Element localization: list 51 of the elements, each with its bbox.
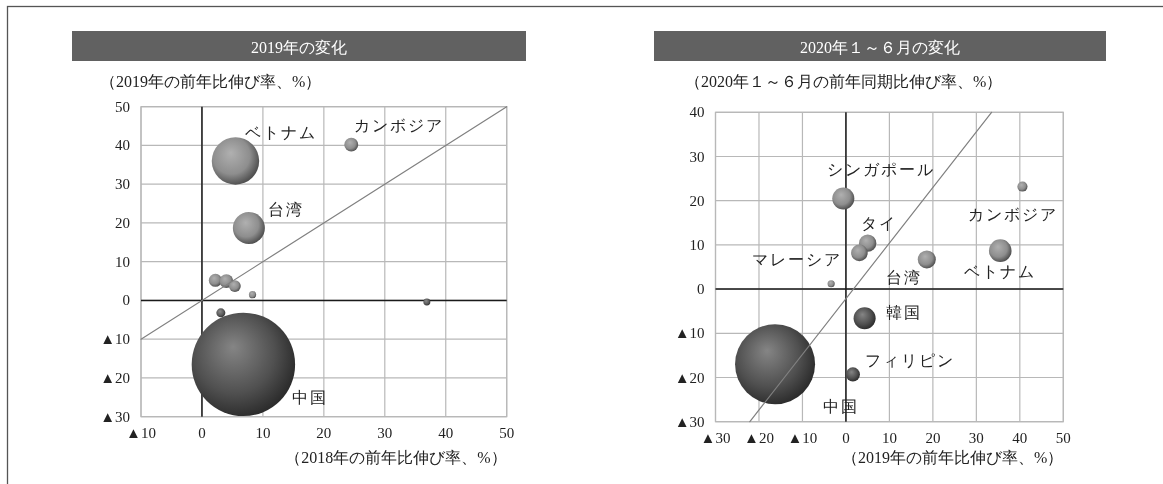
y-tick-label: 20: [689, 192, 705, 209]
annotation: 台湾: [885, 268, 922, 286]
annotation: フィリピン: [864, 351, 955, 369]
y-tick-label: ▲10: [674, 325, 705, 342]
y-tick-label: ▲20: [674, 369, 705, 386]
y-tick-label: 40: [689, 104, 705, 121]
x-tick-label: 10: [255, 424, 271, 441]
y-tick-label: ▲30: [674, 413, 705, 430]
annotation: シンガポール: [827, 160, 936, 178]
annotation: マレーシア: [752, 251, 843, 269]
x-tick-label: 40: [1012, 429, 1028, 446]
y-tick-label: 50: [115, 98, 130, 115]
y-axis-title: （2019年の前年比伸び率、%）: [100, 72, 322, 90]
y-tick-label: 30: [115, 176, 130, 193]
x-axis-title: （2019年の前年比伸び率、%）: [841, 448, 1064, 466]
annotation: 中国: [292, 388, 328, 406]
chart-title: 2019年の変化: [251, 38, 347, 56]
y-tick-label: 40: [115, 137, 130, 154]
y-tick-label: 30: [689, 148, 705, 165]
x-tick-label: 50: [499, 424, 515, 441]
y-tick-label: 10: [689, 236, 705, 253]
annotation: ベトナム: [964, 263, 1037, 281]
annotation: カンボジア: [354, 117, 445, 135]
x-tick-label: ▲10: [126, 424, 156, 441]
y-tick-label: ▲10: [100, 331, 130, 348]
x-tick-label: 30: [968, 429, 984, 446]
x-tick-label: 20: [316, 424, 332, 441]
annotation: カンボジア: [968, 206, 1059, 224]
x-tick-label: 50: [1055, 429, 1071, 446]
x-tick-label: 0: [842, 429, 850, 446]
x-tick-label: 40: [438, 424, 454, 441]
x-tick-label: 30: [377, 424, 393, 441]
y-axis-title: （2020年１～６月の前年同期比伸び率、%）: [685, 72, 1003, 90]
x-tick-label: 0: [198, 424, 206, 441]
x-tick-label: 20: [925, 429, 941, 446]
annotation: 韓国: [885, 303, 922, 321]
annotation: タイ: [860, 214, 897, 232]
x-axis-title: （2018年の前年比伸び率、%）: [285, 448, 507, 466]
y-tick-label: 20: [115, 214, 130, 231]
y-tick-label: 0: [122, 292, 130, 309]
chart-title: 2020年１～６月の変化: [800, 38, 960, 56]
annotation: ベトナム: [245, 124, 318, 142]
y-tick-label: 10: [115, 253, 130, 270]
x-tick-label: ▲20: [744, 429, 774, 446]
y-tick-label: ▲30: [100, 408, 130, 425]
annotation: 台湾: [267, 201, 304, 219]
y-tick-label: 0: [697, 281, 705, 298]
x-tick-label: 10: [881, 429, 897, 446]
x-tick-label: ▲30: [700, 429, 731, 446]
y-tick-label: ▲20: [100, 369, 130, 386]
x-tick-label: ▲10: [787, 429, 818, 446]
